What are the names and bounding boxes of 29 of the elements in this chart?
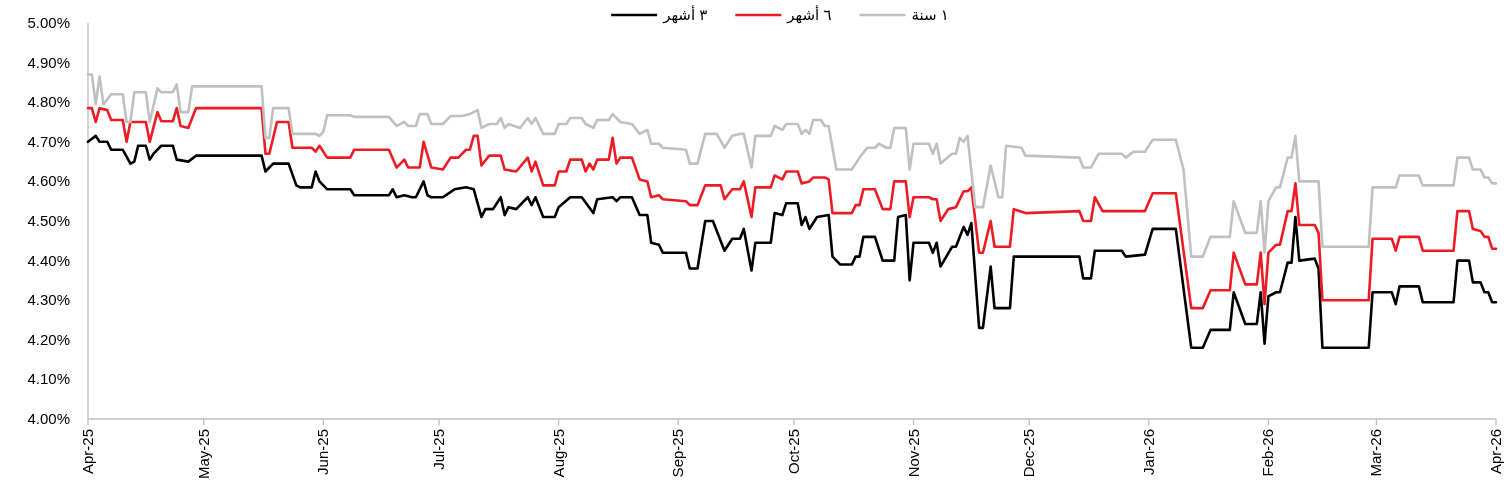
line-series [86, 134, 1498, 350]
x-tick-label: Jun-25 [314, 429, 332, 475]
x-tick-label: Mar-26 [1367, 429, 1385, 477]
y-tick-label: 4.20% [27, 330, 70, 348]
x-tick-label: Aug-25 [549, 429, 567, 478]
x-tick-label: Jan-26 [1139, 429, 1157, 475]
y-tick-label: 4.30% [27, 291, 70, 309]
y-tick-label: 4.40% [27, 251, 70, 269]
legend-label: ١ سنة [911, 6, 949, 23]
y-tick-label: 4.10% [27, 370, 70, 388]
legend-label: ٣ أشهر [662, 5, 708, 24]
line-series [86, 106, 1498, 310]
x-tick-label: Apr-26 [1487, 429, 1504, 475]
x-tick-label: May-25 [194, 429, 212, 480]
y-tick-label: 5.00% [27, 14, 70, 31]
legend-label: ٦ أشهر [786, 5, 832, 24]
y-tick-label: 4.50% [27, 212, 70, 229]
y-tick-label: 4.90% [27, 53, 70, 71]
x-tick-label: Apr-25 [79, 429, 96, 475]
x-tick-label: Nov-25 [904, 429, 922, 478]
y-tick-label: 4.80% [27, 93, 70, 111]
y-tick-label: 4.60% [27, 172, 70, 190]
x-tick-label: Feb-26 [1259, 429, 1277, 477]
x-tick-label: Jul-25 [430, 429, 448, 470]
x-tick-label: Oct-25 [784, 429, 802, 475]
y-tick-label: 4.70% [27, 132, 70, 150]
x-tick-label: Sep-25 [669, 429, 687, 478]
x-tick-label: Dec-25 [1020, 429, 1038, 478]
y-tick-label: 4.00% [27, 410, 70, 427]
